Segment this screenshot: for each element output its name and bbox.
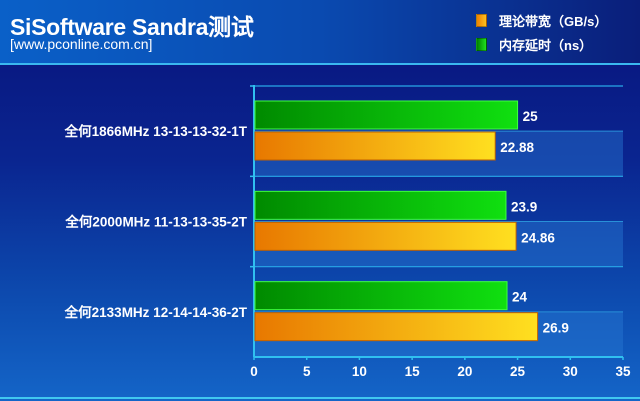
bandwidth-bar <box>254 221 517 251</box>
legend-swatch-bandwidth <box>476 14 487 27</box>
category-label: 全何1866MHz 13-13-13-32-1T <box>64 123 248 139</box>
x-tick-label: 35 <box>615 364 631 379</box>
x-tick-label: 30 <box>563 364 578 379</box>
latency-bar <box>254 281 508 311</box>
value-label: 24 <box>512 290 528 305</box>
legend-item-latency: 内存延时（ns） <box>476 35 592 54</box>
chart-title: SiSoftware Sandra测试 <box>10 14 254 40</box>
value-label: 25 <box>523 109 539 124</box>
x-tick-label: 0 <box>250 364 258 379</box>
category-label: 全何2000MHz 11-13-13-35-2T <box>64 214 247 230</box>
value-label: 26.9 <box>543 321 569 336</box>
legend-swatch-latency <box>476 38 487 51</box>
value-label: 23.9 <box>511 199 537 214</box>
legend-label: 内存延时（ns） <box>499 38 593 53</box>
chart-source: [www.pconline.com.cn] <box>10 36 153 52</box>
x-tick-label: 15 <box>405 364 421 379</box>
legend-label: 理论带宽（GB/s） <box>499 14 608 29</box>
value-label: 24.86 <box>521 230 555 245</box>
x-tick-label: 25 <box>510 364 526 379</box>
legend-item-bandwidth: 理论带宽（GB/s） <box>476 11 607 30</box>
chart-header: SiSoftware Sandra测试 [www.pconline.com.cn… <box>0 0 640 65</box>
bandwidth-bar <box>254 312 539 342</box>
value-label: 22.88 <box>500 140 534 155</box>
x-tick-label: 5 <box>303 364 311 379</box>
bandwidth-bar <box>254 131 496 161</box>
x-tick-label: 10 <box>352 364 367 379</box>
x-tick-label: 20 <box>457 364 472 379</box>
latency-bar <box>254 100 519 130</box>
category-label: 全何2133MHz 12-14-14-36-2T <box>64 304 248 320</box>
latency-bar <box>254 190 507 220</box>
